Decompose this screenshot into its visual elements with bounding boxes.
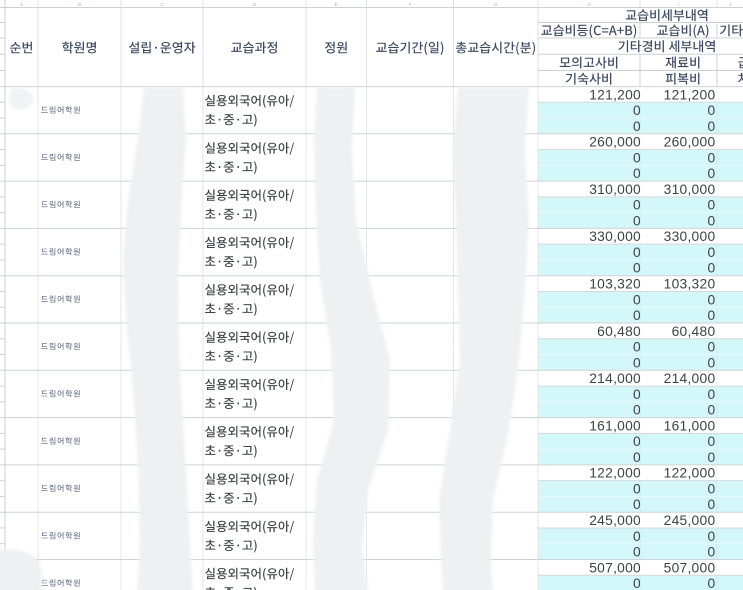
svg-text:B: B: [78, 2, 81, 7]
svg-text:0: 0: [707, 103, 715, 118]
svg-text:0: 0: [633, 529, 641, 544]
svg-text:507,000: 507,000: [664, 560, 716, 575]
svg-text:0: 0: [633, 403, 641, 418]
svg-text:0: 0: [633, 150, 641, 165]
svg-text:0: 0: [633, 261, 641, 276]
svg-text:214,000: 214,000: [664, 371, 716, 386]
svg-text:0: 0: [707, 119, 715, 134]
svg-text:0: 0: [633, 292, 641, 307]
svg-text:260,000: 260,000: [664, 135, 716, 150]
svg-text:0: 0: [707, 545, 715, 560]
svg-text:310,000: 310,000: [589, 182, 641, 197]
svg-text:0: 0: [707, 198, 715, 213]
svg-text:0: 0: [707, 434, 715, 449]
svg-text:121,200: 121,200: [664, 87, 716, 102]
svg-text:0: 0: [633, 545, 641, 560]
svg-text:0: 0: [707, 150, 715, 165]
svg-text:0: 0: [633, 387, 641, 402]
svg-text:122,000: 122,000: [589, 466, 641, 481]
svg-text:245,000: 245,000: [589, 513, 641, 528]
svg-text:0: 0: [707, 340, 715, 355]
svg-text:0: 0: [633, 245, 641, 260]
svg-text:507,000: 507,000: [589, 560, 641, 575]
svg-text:F: F: [409, 2, 412, 7]
svg-text:0: 0: [633, 103, 641, 118]
svg-text:0: 0: [633, 340, 641, 355]
svg-text:0: 0: [707, 355, 715, 370]
svg-text:121,200: 121,200: [589, 87, 641, 102]
svg-text:60,480: 60,480: [672, 324, 716, 339]
svg-text:0: 0: [707, 308, 715, 323]
svg-text:0: 0: [707, 576, 715, 590]
svg-text:310,000: 310,000: [664, 182, 716, 197]
svg-text:D: D: [253, 2, 257, 7]
svg-text:0: 0: [707, 166, 715, 181]
svg-text:G: G: [494, 2, 498, 7]
svg-text:0: 0: [633, 497, 641, 512]
svg-text:0: 0: [633, 434, 641, 449]
svg-text:60,480: 60,480: [597, 324, 641, 339]
svg-text:0: 0: [633, 166, 641, 181]
svg-text:C: C: [160, 2, 164, 7]
svg-text:245,000: 245,000: [664, 513, 716, 528]
svg-text:161,000: 161,000: [664, 418, 716, 433]
svg-text:214,000: 214,000: [589, 371, 641, 386]
svg-text:H: H: [587, 2, 590, 7]
svg-text:0: 0: [707, 403, 715, 418]
svg-text:0: 0: [707, 245, 715, 260]
svg-text:0: 0: [633, 198, 641, 213]
svg-text:103,320: 103,320: [589, 277, 641, 292]
svg-text:0: 0: [633, 576, 641, 590]
svg-text:260,000: 260,000: [589, 135, 641, 150]
svg-text:0: 0: [633, 308, 641, 323]
svg-text:103,320: 103,320: [664, 277, 716, 292]
svg-text:0: 0: [707, 292, 715, 307]
svg-text:0: 0: [707, 529, 715, 544]
svg-text:0: 0: [633, 119, 641, 134]
svg-text:0: 0: [633, 450, 641, 465]
svg-text:330,000: 330,000: [664, 229, 716, 244]
svg-text:E: E: [335, 2, 338, 7]
svg-text:0: 0: [707, 450, 715, 465]
svg-text:0: 0: [633, 355, 641, 370]
svg-text:0: 0: [633, 213, 641, 228]
svg-text:330,000: 330,000: [589, 229, 641, 244]
svg-text:0: 0: [633, 482, 641, 497]
svg-text:0: 0: [707, 213, 715, 228]
svg-text:0: 0: [707, 482, 715, 497]
svg-text:122,000: 122,000: [664, 466, 716, 481]
svg-text:0: 0: [707, 387, 715, 402]
svg-text:161,000: 161,000: [589, 418, 641, 433]
svg-text:A: A: [20, 2, 24, 7]
svg-text:J: J: [729, 2, 731, 7]
svg-text:I: I: [678, 2, 679, 7]
svg-text:0: 0: [707, 261, 715, 276]
svg-text:0: 0: [707, 497, 715, 512]
